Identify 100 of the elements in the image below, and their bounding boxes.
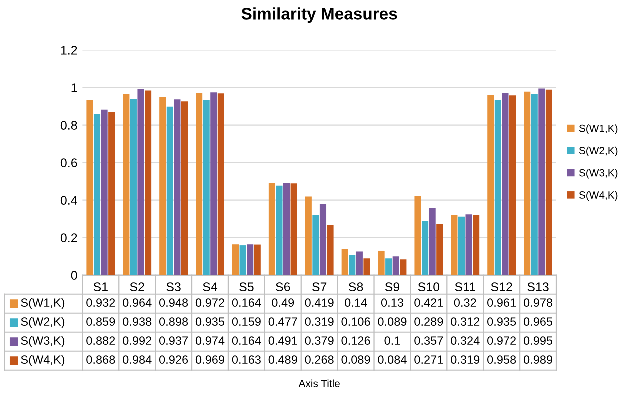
data-label: 0.319 <box>451 356 480 364</box>
x-tick-label: S8 <box>348 282 364 292</box>
chart-title: Similarity Measures <box>242 8 398 24</box>
data-label: 0.421 <box>414 298 444 308</box>
bar <box>101 110 108 276</box>
bar <box>203 100 210 276</box>
text: S(W1,K) <box>579 124 618 134</box>
bar <box>276 186 283 276</box>
bar <box>181 102 188 276</box>
legend-label: S(W3,K) <box>579 169 618 179</box>
bar <box>305 196 312 276</box>
bar <box>429 208 436 276</box>
data-label: 0.932 <box>86 298 116 308</box>
bar <box>240 246 246 276</box>
data-label: 0.961 <box>488 298 516 308</box>
data-label: 0.271 <box>414 356 444 364</box>
data-label: 0.164 <box>232 336 262 346</box>
data-label: 0.268 <box>305 356 334 364</box>
bar <box>386 258 392 276</box>
data-label: 0.164 <box>232 298 262 308</box>
bar <box>356 252 363 276</box>
x-tick-label: S9 <box>385 282 400 292</box>
x-tick-label: S3 <box>166 282 181 292</box>
data-label: 0.089 <box>342 356 370 364</box>
y-tick-label: 1.2 <box>61 46 78 55</box>
y-tick-label: 0.4 <box>60 196 78 205</box>
data-label: 0.898 <box>159 318 188 326</box>
data-label: 0.859 <box>86 318 116 326</box>
bar <box>538 88 546 276</box>
bar <box>392 256 400 276</box>
bar <box>531 94 538 276</box>
data-label: 0.938 <box>123 318 152 326</box>
data-label: 0.948 <box>159 298 188 308</box>
bar <box>284 183 290 276</box>
bar <box>364 258 370 276</box>
bar <box>509 96 516 276</box>
bar <box>138 89 144 276</box>
x-tick-label: S11 <box>455 282 476 292</box>
data-label: 0.379 <box>305 336 334 346</box>
bar <box>488 95 494 276</box>
bar <box>210 92 218 276</box>
bar <box>254 244 261 276</box>
data-label: 0.882 <box>86 336 116 346</box>
bar <box>268 183 276 276</box>
data-label: 0.084 <box>378 356 407 364</box>
bar <box>349 255 356 276</box>
data-label: 0.972 <box>488 336 516 346</box>
data-label: 0.964 <box>123 298 152 308</box>
x-tick-label: S2 <box>130 282 144 292</box>
data-label: 0.477 <box>268 318 298 326</box>
x-tick-label: S7 <box>312 282 327 292</box>
data-label: 0.419 <box>305 298 334 308</box>
legend-label: S(W2,K) <box>579 146 618 157</box>
bar <box>232 244 240 276</box>
bar <box>422 221 429 276</box>
x-tick-label: S6 <box>276 282 290 292</box>
bar <box>342 249 348 276</box>
legend-label: S(W1,K) <box>21 298 65 310</box>
legend-label: S(W4,K) <box>579 191 618 201</box>
bar <box>312 216 320 276</box>
data-label: 0.126 <box>342 336 370 346</box>
data-label: 0.14 <box>345 298 368 308</box>
text: Axis Title <box>298 380 340 388</box>
bar <box>145 90 152 276</box>
data-label: 0.491 <box>268 336 298 346</box>
data-label: 0.106 <box>342 318 370 326</box>
bar <box>473 216 480 276</box>
data-label: 0.32 <box>454 298 476 308</box>
bar <box>546 90 552 276</box>
data-label: 0.1 <box>384 336 400 346</box>
data-label: 0.989 <box>524 356 552 364</box>
bar <box>494 100 502 276</box>
y-tick-label: 0.6 <box>60 158 78 168</box>
bar <box>108 112 116 276</box>
data-label: 0.965 <box>524 318 553 326</box>
bar <box>458 216 466 276</box>
data-label: 0.159 <box>232 318 261 326</box>
data-label: 0.992 <box>123 336 152 346</box>
text: S(W4,K) <box>21 355 65 366</box>
y-tick-label: 1 <box>72 84 78 92</box>
bar <box>466 214 472 276</box>
bar <box>160 98 166 276</box>
bar <box>94 114 101 276</box>
y-tick-label: 0.8 <box>60 121 78 130</box>
x-tick-label: S12 <box>491 282 512 292</box>
bar <box>247 244 254 276</box>
bar <box>414 196 422 276</box>
data-label: 0.868 <box>86 356 116 364</box>
bar <box>218 94 224 276</box>
data-label: 0.289 <box>414 318 444 326</box>
y-tick-label: 0.2 <box>60 234 78 242</box>
data-label: 0.995 <box>524 336 553 346</box>
x-tick-label: S5 <box>240 282 254 292</box>
data-label: 0.489 <box>268 356 298 364</box>
text: S(W2,K) <box>21 317 65 328</box>
data-label: 0.324 <box>451 336 480 346</box>
bar <box>290 184 298 276</box>
x-tick-label: S13 <box>528 282 549 292</box>
data-label: 0.312 <box>451 318 480 326</box>
bar <box>451 215 458 276</box>
